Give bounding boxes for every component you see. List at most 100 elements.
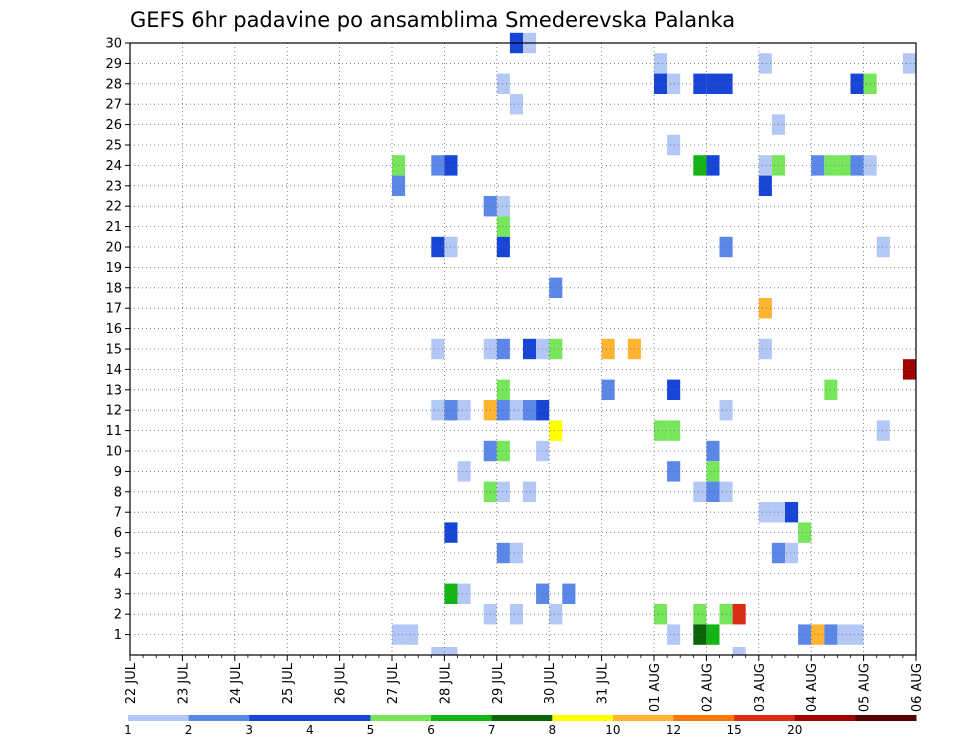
precip-cell: [549, 277, 563, 298]
legend-swatch: [431, 715, 493, 721]
precip-cell: [523, 400, 537, 421]
precip-cell: [496, 73, 510, 94]
precip-cell: [706, 73, 720, 94]
precip-cell: [523, 338, 537, 360]
y-tick-label: 25: [105, 139, 122, 154]
y-tick-label: 10: [105, 445, 122, 460]
precip-cell: [549, 338, 563, 360]
legend-swatch: [249, 715, 311, 721]
precip-cell: [496, 400, 510, 421]
y-tick-label: 30: [105, 37, 122, 52]
precip-cell: [837, 155, 851, 176]
y-tick-label: 29: [105, 57, 122, 72]
precip-cell: [667, 134, 681, 156]
precip-cell: [811, 624, 825, 645]
y-tick-label: 12: [105, 404, 122, 419]
legend-swatch: [794, 715, 856, 721]
legend-swatch: [552, 715, 614, 721]
precip-cell: [758, 298, 772, 319]
color-legend: 1 2 3 4 5 6 7 8 10 12 15 20: [124, 715, 917, 737]
x-tick-label: 27 JUL: [386, 662, 401, 704]
x-tick-label: 01 AUG: [648, 663, 663, 712]
chart-title: GEFS 6hr padavine po ansamblima Smederev…: [130, 8, 735, 32]
legend-swatch: [491, 715, 553, 721]
precip-cell: [509, 542, 523, 564]
precip-cell: [405, 624, 419, 645]
x-axis: 22 JUL 23 JUL 24 JUL 25 JUL 26 JUL 27 JUL 28 J…: [124, 655, 925, 712]
precip-cell: [706, 155, 720, 176]
legend-label: 15: [727, 723, 742, 737]
precip-cell: [431, 400, 445, 421]
precip-cell: [902, 53, 916, 74]
precip-cell: [732, 647, 746, 655]
y-tick-label: 8: [114, 485, 122, 500]
y-tick-label: 23: [105, 179, 122, 194]
precip-cell: [876, 420, 890, 441]
y-tick-label: 1: [114, 628, 122, 643]
y-tick-label: 3: [114, 587, 122, 602]
precip-cell: [798, 624, 812, 645]
x-tick-label: 25 JUL: [281, 662, 296, 704]
precip-cell: [444, 647, 458, 655]
precip-cell: [509, 604, 523, 625]
precip-cell: [811, 155, 825, 176]
precip-cell: [758, 155, 772, 176]
precip-cell: [798, 522, 812, 543]
y-tick-label: 26: [105, 118, 122, 133]
legend-label: 12: [666, 723, 681, 737]
precip-cell: [431, 338, 445, 360]
x-tick-label: 02 AUG: [700, 663, 715, 712]
y-axis: 1234567891011121314151617181920212223242…: [105, 37, 130, 643]
precip-cell: [706, 624, 720, 645]
precip-cell: [693, 604, 707, 625]
precip-cell: [562, 583, 576, 604]
legend-swatch: [309, 715, 371, 721]
y-tick-label: 9: [114, 465, 122, 480]
precip-cell: [876, 236, 890, 258]
x-tick-label: 24 JUL: [229, 662, 244, 704]
precip-cell: [496, 216, 510, 237]
legend-label: 8: [548, 723, 556, 737]
precip-cell: [667, 379, 681, 400]
legend-label: 7: [488, 723, 496, 737]
precip-cell: [785, 502, 799, 523]
legend-swatch: [612, 715, 675, 721]
precip-cell: [496, 379, 510, 400]
precip-cell: [758, 175, 772, 196]
precip-cell: [431, 155, 445, 176]
precip-cell: [667, 420, 681, 441]
legend-label: 10: [605, 723, 620, 737]
precip-cell: [667, 461, 681, 482]
y-tick-label: 15: [105, 343, 122, 358]
precip-cell: [654, 420, 668, 441]
x-tick-label: 03 AUG: [753, 663, 768, 712]
precip-cell: [549, 604, 563, 625]
legend-swatch: [128, 715, 190, 721]
precip-cell: [667, 624, 681, 645]
precip-cell: [654, 73, 668, 94]
y-tick-label: 2: [114, 608, 122, 623]
precip-cell: [496, 196, 510, 217]
y-tick-label: 27: [105, 98, 122, 113]
precip-cell: [496, 481, 510, 502]
x-tick-label: 26 JUL: [334, 662, 349, 704]
x-tick-label: 30 JUL: [543, 662, 558, 704]
precip-cell: [758, 338, 772, 360]
legend-label: 20: [787, 723, 802, 737]
x-tick-label: 29 JUL: [491, 662, 506, 704]
y-tick-label: 17: [105, 302, 122, 317]
y-tick-label: 19: [105, 261, 122, 276]
x-tick-label: 05 AUG: [858, 663, 873, 712]
precip-cell: [850, 155, 864, 176]
precip-cell: [706, 481, 720, 502]
precip-cell: [706, 461, 720, 482]
legend-label: 1: [124, 723, 132, 737]
x-tick-label: 04 AUG: [805, 663, 820, 712]
plot-grid: [130, 43, 916, 655]
y-tick-label: 28: [105, 77, 122, 92]
precip-cell: [457, 583, 471, 604]
precip-cell: [850, 73, 864, 94]
precip-cell: [654, 53, 668, 74]
precip-cell: [693, 73, 707, 94]
